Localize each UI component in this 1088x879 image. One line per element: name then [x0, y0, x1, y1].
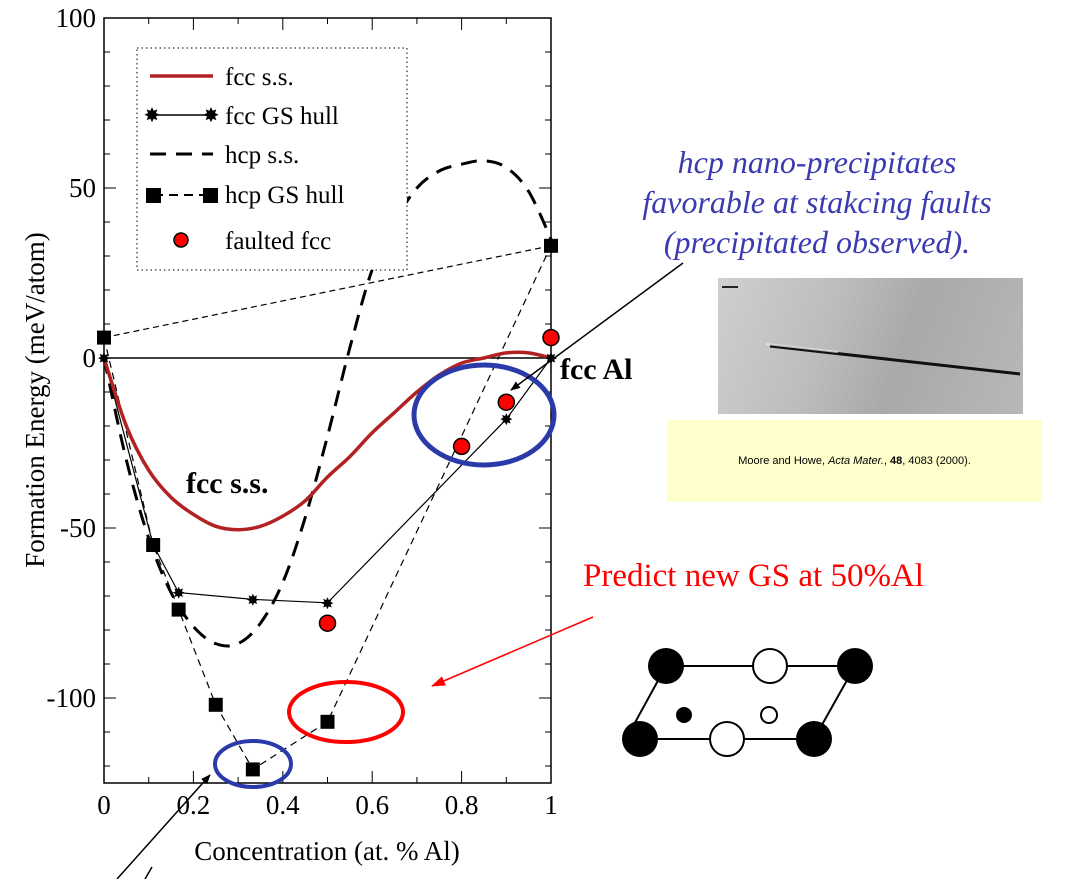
y-tick-labels: 100 50 0 -50 -100 — [47, 3, 97, 713]
arrow-to-gs-low — [116, 774, 211, 879]
atom-large-white — [752, 648, 788, 684]
faulted-fcc-marker — [452, 437, 471, 456]
x-tick-label: 0.8 — [445, 790, 479, 820]
atom-small-black — [676, 707, 692, 723]
legend-marker-hcp-gs-hull-b — [203, 188, 218, 203]
legend-label-faulted-fcc: faulted fcc — [225, 228, 331, 255]
legend-marker-fcc-gs-hull-a: ✸ — [144, 105, 161, 127]
highlight-ellipse-blue-right — [411, 362, 557, 468]
y-tick-label: 100 — [56, 3, 97, 33]
fcc-gs-hull-marker: ✸ — [97, 351, 110, 368]
x-tick-label: 0.4 — [266, 790, 300, 820]
fcc-gs-hull-marker: ✸ — [172, 586, 185, 603]
highlight-ellipse-blue-bottom — [213, 739, 293, 789]
hcp-gs-hull-marker — [320, 714, 335, 729]
faulted-fcc-marker — [497, 393, 516, 411]
x-tick-label: 0 — [97, 790, 111, 820]
atom-large-black — [648, 648, 684, 684]
y-tick-label: -50 — [60, 513, 96, 543]
citation-journal: Acta Mater. — [828, 455, 884, 467]
arrow-stub — [144, 866, 153, 879]
fcc-gs-hull-line — [103, 357, 552, 604]
atom-small-white — [760, 706, 778, 724]
x-tick-label: 1 — [544, 790, 558, 820]
atom-large-black — [796, 721, 832, 757]
x-tick-label: 0.2 — [177, 790, 211, 820]
faulted-fcc-marker — [542, 328, 560, 347]
atom-large-white — [709, 721, 745, 757]
precipitate-line — [769, 344, 1021, 376]
citation-authors: Moore and Howe, — [738, 455, 829, 467]
hcp-gs-hull-marker — [208, 697, 223, 712]
citation-sep: , — [883, 455, 891, 467]
x-axis-label: Concentration (at. % Al) — [194, 836, 459, 866]
plot-area: ✸ ✸ ✸ ✸ ✸ ✸ ✸ — [97, 159, 560, 777]
legend-marker-hcp-gs-hull-a — [146, 188, 161, 203]
precipitate-halo — [765, 343, 839, 353]
legend: fcc s.s. ✸ ✸ fcc GS hull hcp s.s. hcp GS… — [136, 47, 408, 271]
hcp-gs-hull-marker — [97, 330, 111, 345]
fcc-gs-hull-marker: ✸ — [500, 412, 513, 429]
y-tick-label: -100 — [47, 683, 97, 713]
predict-new-gs-text: Predict new GS at 50%Al — [583, 558, 924, 594]
legend-label-fcc-gs-hull: fcc GS hull — [225, 103, 339, 130]
atom-large-black — [622, 721, 658, 757]
crystal-structure-diagram — [622, 648, 873, 757]
hcp-gs-hull-line — [103, 245, 552, 771]
atom-large-black — [837, 648, 873, 684]
y-tick-label: 50 — [69, 173, 96, 203]
hcp-precipitates-note: hcp nano-precipitates favorable at stakc… — [547, 142, 1087, 262]
note-line: (precipitated observed). — [663, 224, 971, 260]
citation-volume: 48 — [890, 455, 903, 467]
legend-marker-fcc-gs-hull-b: ✸ — [203, 105, 220, 127]
y-tick-label: 0 — [83, 343, 97, 373]
note-line: hcp nano-precipitates — [677, 144, 957, 180]
arrow-red-predict — [431, 616, 594, 687]
hcp-gs-hull-marker — [171, 602, 186, 617]
hcp-gs-hull-marker — [245, 762, 260, 777]
hcp-gs-tie-line — [103, 245, 552, 339]
fcc-gs-hull-marker: ✸ — [146, 538, 159, 555]
hcp-ss-curve — [102, 159, 553, 648]
legend-label-hcp-gs-hull: hcp GS hull — [225, 182, 345, 209]
x-tick-label: 0.6 — [355, 790, 389, 820]
fcc-gs-hull-marker: ✸ — [246, 592, 259, 609]
legend-label-hcp-ss: hcp s.s. — [225, 142, 299, 169]
legend-marker-faulted-fcc — [173, 232, 189, 248]
micrograph-content — [722, 286, 1021, 376]
fcc-ss-curve — [102, 350, 552, 532]
annotation-fcc-al: fcc Al — [560, 353, 632, 386]
highlight-ellipse-red — [287, 680, 405, 744]
axis-ticks — [103, 17, 552, 783]
hcp-gs-hull-marker — [146, 538, 161, 552]
citation-box: Moore and Howe, Acta Mater., 48, 4083 (2… — [667, 420, 1042, 502]
fcc-gs-hull-marker: ✸ — [544, 351, 557, 368]
fcc-gs-hull-marker: ✸ — [321, 596, 334, 613]
x-tick-labels: 0 0.2 0.4 0.6 0.8 1 — [97, 790, 558, 820]
citation-rest: , 4083 (2000). — [902, 455, 971, 467]
arrow-to-precipitates — [510, 262, 684, 391]
faulted-fcc-marker — [318, 614, 337, 632]
y-axis-label: Formation Energy (meV/atom) — [20, 232, 50, 567]
annotation-fcc-ss: fcc s.s. — [186, 467, 268, 500]
note-line: favorable at stakcing faults — [642, 184, 992, 220]
hcp-gs-hull-marker — [544, 238, 558, 253]
micrograph-image — [718, 278, 1023, 414]
legend-label-fcc-ss: fcc s.s. — [225, 64, 294, 91]
